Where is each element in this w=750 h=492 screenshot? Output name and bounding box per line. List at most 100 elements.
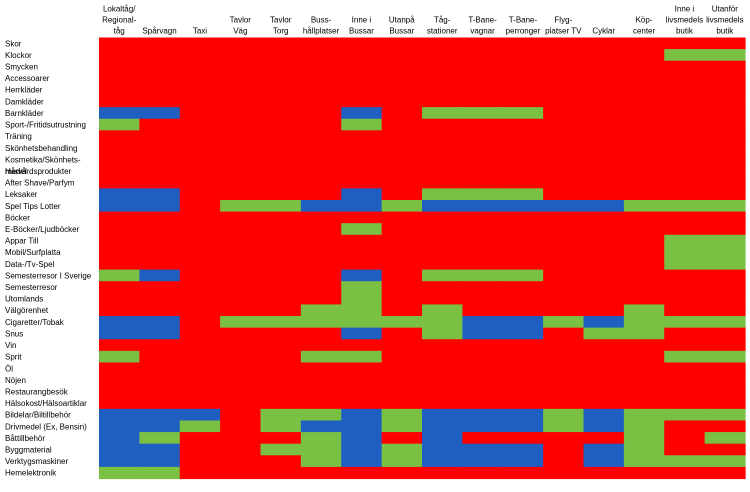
heatmap-cell: [623, 83, 665, 97]
heatmap-cell: [543, 49, 585, 62]
heatmap-cell: [664, 72, 706, 85]
heatmap-cell: [623, 327, 665, 340]
heatmap-cell: [583, 455, 625, 468]
heatmap-cell: [462, 304, 504, 317]
row-label: Mobil/Surfplatta: [5, 248, 61, 257]
heatmap-cell: [341, 176, 383, 189]
heatmap-cell: [422, 107, 463, 120]
heatmap-cell: [704, 107, 746, 120]
heatmap-cell: [179, 374, 221, 387]
row-label: Appar Till: [5, 237, 39, 246]
heatmap-cell: [381, 455, 423, 468]
heatmap-cell: [623, 199, 665, 213]
heatmap-cell: [139, 374, 181, 387]
heatmap-cell: [220, 397, 262, 410]
heatmap-cell: [422, 153, 463, 166]
heatmap-cell: [623, 130, 665, 143]
heatmap-cell: [462, 362, 504, 375]
heatmap-cell: [381, 176, 423, 189]
heatmap-cell: [341, 408, 383, 422]
heatmap-cell: [300, 234, 342, 247]
heatmap-cell: [502, 420, 544, 433]
heatmap-cell: [462, 130, 504, 143]
heatmap-cell: [139, 176, 181, 189]
heatmap-cell: [583, 420, 625, 433]
heatmap-cell: [623, 269, 665, 282]
heatmap-cell: [664, 188, 706, 201]
heatmap-cell: [300, 60, 342, 73]
column-label: center: [633, 27, 656, 36]
heatmap-cell: [543, 420, 585, 433]
heatmap-cell: [462, 385, 504, 398]
heatmap-cell: [300, 466, 342, 480]
heatmap-cell: [583, 339, 625, 352]
row-label: Semesterresor: [5, 283, 58, 292]
heatmap-cell: [422, 199, 463, 213]
heatmap-cell: [139, 350, 181, 364]
row-label: Välgörenhet: [5, 306, 49, 315]
heatmap-cell: [381, 60, 423, 73]
heatmap-cell: [341, 246, 383, 259]
heatmap-cell: [341, 141, 383, 155]
heatmap-cell: [543, 327, 585, 340]
heatmap-cell: [341, 211, 383, 224]
heatmap-cell: [220, 385, 262, 398]
heatmap-cell: [381, 397, 423, 410]
heatmap-cell: [220, 246, 262, 259]
row-label: Barnkläder: [5, 109, 44, 118]
heatmap-cell: [623, 316, 665, 329]
heatmap-cell: [543, 408, 585, 422]
column-label: Inne i: [352, 16, 372, 25]
heatmap-cell: [300, 130, 342, 143]
heatmap-cell: [583, 466, 625, 480]
heatmap-cell: [583, 258, 625, 271]
heatmap-cell: [664, 374, 706, 387]
heatmap-cell: [99, 362, 140, 375]
heatmap-cell: [422, 408, 463, 422]
heatmap-cell: [99, 420, 140, 433]
heatmap-cell: [139, 385, 181, 398]
heatmap-cell: [179, 397, 221, 410]
heatmap-cell: [260, 72, 302, 85]
heatmap-cell: [422, 176, 463, 189]
heatmap-cell: [341, 188, 383, 201]
heatmap-cell: [422, 455, 463, 468]
heatmap-cell: [422, 223, 463, 236]
column-label: hållplatser: [303, 27, 340, 36]
column-label: Bussar: [349, 27, 374, 36]
heatmap-cell: [462, 153, 504, 166]
heatmap-cell: [422, 269, 463, 282]
heatmap-cell: [623, 455, 665, 468]
heatmap-cell: [260, 432, 302, 445]
heatmap-cell: [664, 362, 706, 375]
column-label: livsmedels: [706, 16, 743, 25]
heatmap-cell: [260, 304, 302, 317]
heatmap-cell: [300, 258, 342, 271]
heatmap-cell: [462, 374, 504, 387]
heatmap-cell: [381, 269, 423, 282]
heatmap-cell: [341, 292, 383, 306]
heatmap-cell: [99, 339, 140, 352]
heatmap-cell: [220, 153, 262, 166]
heatmap-cell: [502, 362, 544, 375]
heatmap-cell: [220, 374, 262, 387]
heatmap-cell: [220, 188, 262, 201]
heatmap-cell: [139, 316, 181, 329]
row-label: Semesterresor I Sverige: [5, 271, 92, 280]
heatmap-cell: [704, 408, 746, 422]
heatmap-cell: [260, 60, 302, 73]
heatmap-cell: [381, 118, 423, 131]
heatmap-cell: [139, 304, 181, 317]
heatmap-cell: [139, 339, 181, 352]
heatmap-cell: [179, 455, 221, 468]
heatmap-cell: [179, 350, 221, 364]
heatmap-cell: [543, 316, 585, 329]
heatmap-cell: [704, 316, 746, 329]
heatmap-cell: [381, 223, 423, 236]
heatmap-cell: [502, 385, 544, 398]
heatmap-cell: [623, 397, 665, 410]
heatmap-cell: [341, 199, 383, 213]
row-label: Smycken: [5, 63, 38, 72]
row-label: Hälsokost/Hälsoartiklar: [5, 399, 87, 408]
heatmap-cell: [300, 72, 342, 85]
